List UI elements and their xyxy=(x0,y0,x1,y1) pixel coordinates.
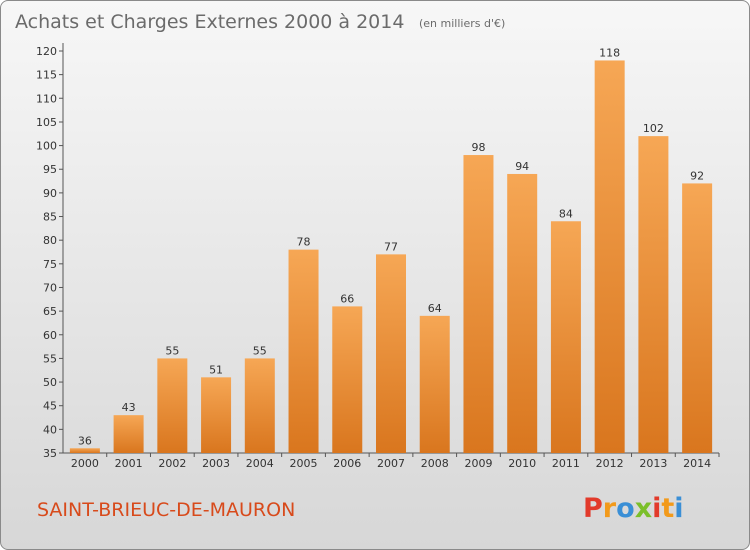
bar xyxy=(376,254,406,453)
x-tick-label: 2002 xyxy=(158,457,186,470)
proxiti-logo[interactable]: Proxiti xyxy=(583,493,684,524)
bar xyxy=(113,415,144,453)
logo-letter: i xyxy=(674,493,683,524)
bar xyxy=(463,155,494,453)
x-tick-label: 2000 xyxy=(71,457,99,470)
logo-letter: o xyxy=(616,493,635,524)
data-label: 92 xyxy=(690,169,704,182)
x-tick-label: 2010 xyxy=(508,457,536,470)
logo-letter: i xyxy=(652,493,661,524)
bar xyxy=(638,136,669,454)
data-label: 94 xyxy=(515,160,529,173)
y-tick-label: 40 xyxy=(43,423,57,436)
x-tick-label: 2011 xyxy=(552,457,580,470)
data-label: 78 xyxy=(297,236,311,249)
data-label: 55 xyxy=(165,344,179,357)
bar xyxy=(244,358,275,453)
y-tick-label: 95 xyxy=(43,163,57,176)
y-tick-label: 75 xyxy=(43,258,57,271)
bar xyxy=(507,173,538,453)
data-label: 98 xyxy=(471,141,485,154)
data-label: 102 xyxy=(643,122,664,135)
x-tick-label: 2001 xyxy=(115,457,143,470)
logo-letter: P xyxy=(583,493,603,524)
bar xyxy=(332,306,363,453)
x-tick-label: 2007 xyxy=(377,457,405,470)
data-label: 66 xyxy=(340,292,354,305)
bar xyxy=(201,377,232,453)
logo-letter: r xyxy=(603,493,617,524)
commune-name: SAINT-BRIEUC-DE-MAURON xyxy=(37,499,295,521)
y-tick-label: 100 xyxy=(36,140,57,153)
x-tick-label: 2008 xyxy=(421,457,449,470)
bar xyxy=(594,60,625,453)
y-tick-label: 45 xyxy=(43,400,57,413)
y-tick-label: 120 xyxy=(36,45,57,58)
logo-letter: t xyxy=(661,493,674,524)
y-tick-label: 60 xyxy=(43,329,57,342)
data-label: 84 xyxy=(559,207,573,220)
y-tick-label: 35 xyxy=(43,447,57,460)
data-label: 43 xyxy=(122,401,136,414)
chart-title: Achats et Charges Externes 2000 à 2014 xyxy=(15,11,404,33)
y-tick-label: 80 xyxy=(43,234,57,247)
data-label: 77 xyxy=(384,240,398,253)
data-label: 36 xyxy=(78,434,92,447)
x-tick-label: 2012 xyxy=(596,457,624,470)
x-tick-label: 2014 xyxy=(683,457,711,470)
y-tick-label: 50 xyxy=(43,376,57,389)
y-tick-label: 65 xyxy=(43,305,57,318)
chart-unit-note: (en milliers d'€) xyxy=(419,17,505,30)
y-tick-label: 70 xyxy=(43,281,57,294)
x-tick-label: 2004 xyxy=(246,457,274,470)
bar xyxy=(550,221,581,453)
bar xyxy=(157,358,188,453)
data-label: 51 xyxy=(209,363,223,376)
plot-area: 35 40 45 50 55 60 65 70 75 80 85 90 95 100 105 110 115 12… xyxy=(36,43,720,470)
x-tick-label: 2006 xyxy=(333,457,361,470)
x-tick-label: 2009 xyxy=(464,457,492,470)
y-tick-label: 85 xyxy=(43,211,57,224)
bar xyxy=(288,249,319,453)
data-label: 55 xyxy=(253,344,267,357)
y-tick-label: 55 xyxy=(43,352,57,365)
x-tick-label: 2005 xyxy=(290,457,318,470)
y-tick-label: 90 xyxy=(43,187,57,200)
bar xyxy=(69,448,100,453)
bar xyxy=(682,183,713,453)
data-label: 64 xyxy=(428,302,442,315)
y-tick-label: 105 xyxy=(36,116,57,129)
logo-letter: x xyxy=(635,493,652,524)
y-tick-label: 115 xyxy=(36,69,57,82)
bar xyxy=(419,315,450,453)
y-tick-label: 110 xyxy=(36,92,57,105)
x-tick-label: 2013 xyxy=(639,457,667,470)
data-label: 118 xyxy=(599,46,620,59)
x-tick-label: 2003 xyxy=(202,457,230,470)
